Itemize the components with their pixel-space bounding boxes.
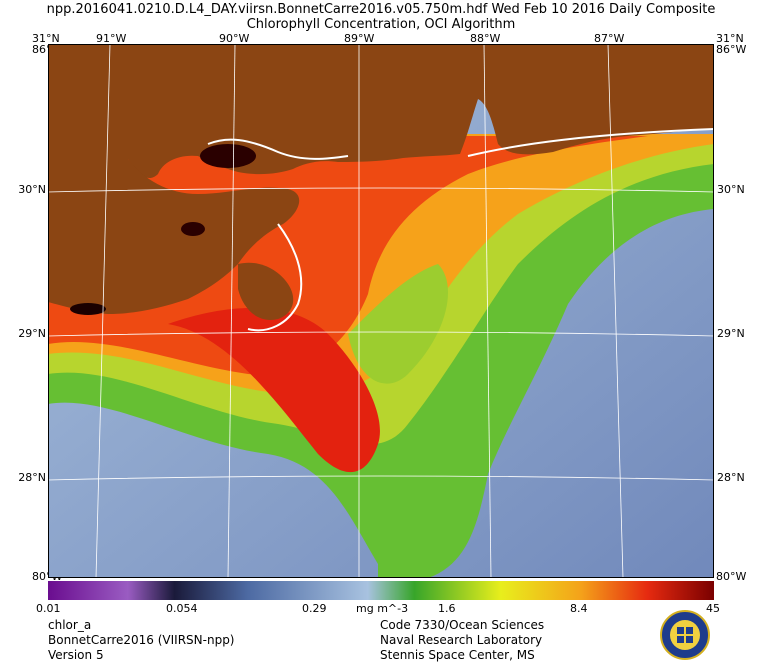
land-delta-lobe [238, 262, 294, 320]
lake-pontchartrain [200, 144, 256, 168]
map-title: npp.2016041.0210.D.L4_DAY.viirsn.BonnetC… [46, 2, 716, 17]
map-frame [48, 44, 714, 578]
lat-label-left: 28°N [18, 471, 46, 484]
lat-label-left: 30°N [18, 183, 46, 196]
corner-overlay-top-right: 86°W [716, 43, 747, 56]
version-label: Version 5 [48, 648, 104, 662]
delta-coastline [247, 223, 303, 332]
land-north-coast [48, 44, 714, 179]
colorbar [48, 581, 714, 600]
colorbar-tick: 1.6 [438, 602, 456, 615]
graticule [48, 44, 714, 578]
org-code: Code 7330/Ocean Sciences [380, 618, 545, 632]
lon-label-top: 89°W [344, 32, 375, 45]
colorbar-tick: 8.4 [570, 602, 588, 615]
lake-marsh [181, 222, 205, 236]
colorbar-tick: 45 [706, 602, 720, 615]
nrl-seal-icon [660, 610, 710, 660]
corner-label-bottom-right: 80°W [716, 570, 747, 583]
lat-label-right: 30°N [717, 183, 745, 196]
plume-green-tongue [348, 264, 448, 384]
lat-label-left: 29°N [18, 327, 46, 340]
land-louisiana [48, 159, 300, 314]
chlorophyll-map [48, 44, 714, 578]
colorbar-tick: 0.054 [166, 602, 198, 615]
lon-label-top: 91°W [96, 32, 127, 45]
lon-label-top: 90°W [219, 32, 250, 45]
colorbar-tick: 0.29 [302, 602, 327, 615]
coastline-accent [467, 128, 714, 157]
colorbar-tick: 0.01 [36, 602, 61, 615]
coastline-accent [207, 138, 349, 160]
lat-label-right: 28°N [717, 471, 745, 484]
delta-plume [168, 307, 380, 473]
dataset-name: BonnetCarre2016 (VIIRSN-npp) [48, 633, 235, 647]
org-location: Stennis Space Center, MS [380, 648, 535, 662]
lake-coastal [70, 303, 106, 315]
corner-label-top-right: 31°N [716, 32, 744, 45]
corner-label-top-left: 31°N [32, 32, 60, 45]
lon-label-top: 87°W [594, 32, 625, 45]
map-subtitle: Chlorophyll Concentration, OCI Algorithm [246, 17, 516, 32]
lon-label-top: 88°W [470, 32, 501, 45]
colorbar-units: mg m^-3 [356, 602, 409, 615]
org-name: Naval Research Laboratory [380, 633, 543, 647]
lat-label-right: 29°N [717, 327, 745, 340]
colorbar-gradient [48, 581, 714, 600]
product-name: chlor_a [48, 618, 92, 632]
